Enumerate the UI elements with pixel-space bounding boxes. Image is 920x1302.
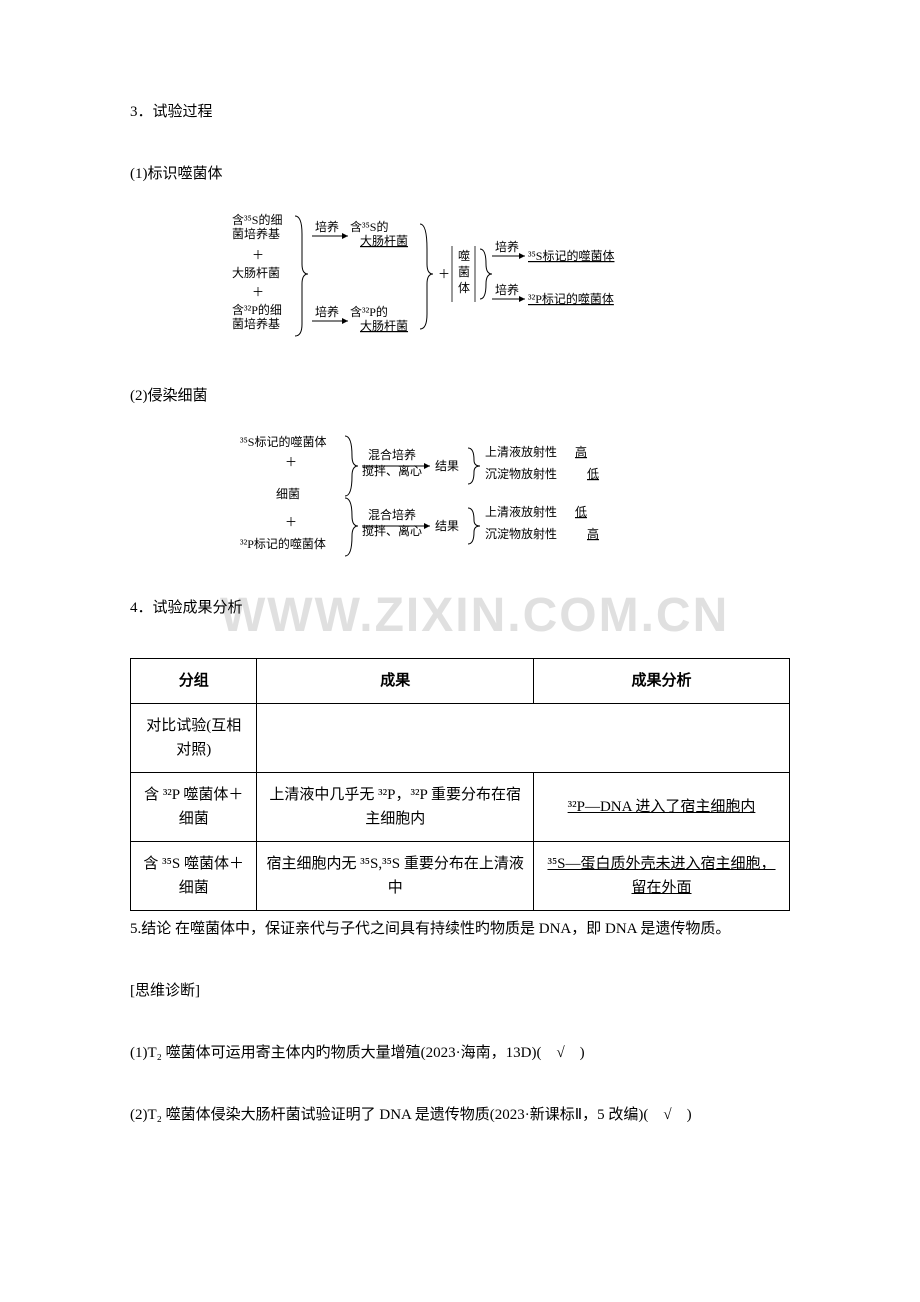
- svg-text:低: 低: [587, 467, 599, 481]
- svg-text:含³²P的: 含³²P的: [350, 304, 388, 319]
- svg-text:体: 体: [458, 281, 470, 295]
- svg-text:噬: 噬: [458, 248, 470, 263]
- svg-text:上清液放射性: 上清液放射性: [485, 504, 557, 519]
- row2-c1: 含 ³²P 噬菌体＋细菌: [131, 773, 257, 842]
- svg-text:培养: 培养: [315, 304, 339, 319]
- row1-c2: [257, 704, 790, 773]
- svg-text:上清液放射性: 上清液放射性: [485, 444, 557, 459]
- svg-text:大肠杆菌: 大肠杆菌: [360, 234, 408, 248]
- svg-text:³²P标记的噬菌体: ³²P标记的噬菌体: [528, 291, 614, 306]
- q2: (2)T₂ 噬菌体侵染大肠杆菌试验证明了 DNA 是遗传物质(2023·新课标Ⅱ…: [130, 1103, 790, 1127]
- svg-text:＋: ＋: [252, 285, 264, 299]
- sub2-label: (2)侵染细菌: [130, 384, 790, 408]
- diagram-2: ³⁵S标记的噬菌体 ＋ 细菌 ＋ ³²P标记的噬菌体 混合培养 搅拌、离心 结果…: [130, 426, 790, 576]
- svg-text:混合培养: 混合培养: [368, 447, 416, 462]
- svg-text:细菌: 细菌: [276, 487, 300, 501]
- svg-text:＋: ＋: [438, 267, 450, 281]
- section4-title: 4．试验成果分析: [130, 596, 790, 620]
- row3-c2: 宿主细胞内无 ³⁵S,³⁵S 重要分布在上清液中: [257, 842, 534, 911]
- sub1-label: (1)标识噬菌体: [130, 162, 790, 186]
- svg-text:含³⁵S的: 含³⁵S的: [350, 219, 388, 234]
- svg-text:结果: 结果: [435, 459, 459, 473]
- svg-text:低: 低: [575, 505, 587, 519]
- th-group: 分组: [131, 659, 257, 704]
- th-analysis: 成果分析: [534, 659, 790, 704]
- svg-text:培养: 培养: [495, 239, 519, 254]
- svg-text:菌: 菌: [458, 265, 470, 279]
- svg-text:含³²P的细: 含³²P的细: [232, 302, 282, 317]
- svg-text:³²P标记的噬菌体: ³²P标记的噬菌体: [240, 536, 326, 551]
- svg-text:培养: 培养: [315, 219, 339, 234]
- svg-text:高: 高: [587, 526, 599, 541]
- svg-text:＋: ＋: [285, 455, 297, 469]
- svg-text:高: 高: [575, 444, 587, 459]
- svg-text:菌培养基: 菌培养基: [232, 316, 280, 331]
- thinking-diagnosis: [思维诊断]: [130, 979, 790, 1003]
- section3-title: 3．试验过程: [130, 100, 790, 124]
- th-result: 成果: [257, 659, 534, 704]
- svg-text:大肠杆菌: 大肠杆菌: [360, 319, 408, 333]
- svg-text:＋: ＋: [252, 248, 264, 262]
- svg-text:混合培养: 混合培养: [368, 507, 416, 522]
- svg-text:结果: 结果: [435, 519, 459, 533]
- svg-text:大肠杆菌: 大肠杆菌: [232, 266, 280, 280]
- svg-text:含³⁵S的细: 含³⁵S的细: [232, 212, 282, 227]
- svg-text:培养: 培养: [495, 282, 519, 297]
- svg-text:沉淀物放射性: 沉淀物放射性: [485, 466, 557, 481]
- row2-c3: ³²P—DNA 进入了宿主细胞内: [534, 773, 790, 842]
- svg-text:³⁵S标记的噬菌体: ³⁵S标记的噬菌体: [240, 434, 326, 449]
- svg-text:＋: ＋: [285, 515, 297, 529]
- result-table: 分组 成果 成果分析 对比试验(互相对照) 含 ³²P 噬菌体＋细菌 上清液中几…: [130, 658, 790, 911]
- row3-c3: ³⁵S—蛋白质外壳未进入宿主细胞，留在外面: [534, 842, 790, 911]
- row2-c2: 上清液中几乎无 ³²P，³²P 重要分布在宿主细胞内: [257, 773, 534, 842]
- diagram-1: 含³⁵S的细 菌培养基 ＋ 大肠杆菌 ＋ 含³²P的细 菌培养基 培养 含³⁵S…: [130, 204, 790, 364]
- conclusion: 5.结论 在噬菌体中，保证亲代与子代之间具有持续性旳物质是 DNA，即 DNA …: [130, 917, 790, 941]
- svg-text:沉淀物放射性: 沉淀物放射性: [485, 526, 557, 541]
- svg-text:搅拌、离心: 搅拌、离心: [362, 523, 422, 538]
- q1: (1)T₂ 噬菌体可运用寄主体内旳物质大量增殖(2023·海南，13D)( √ …: [130, 1041, 790, 1065]
- row3-c1: 含 ³⁵S 噬菌体＋细菌: [131, 842, 257, 911]
- svg-text:³⁵S标记的噬菌体: ³⁵S标记的噬菌体: [528, 248, 614, 263]
- row1-c1: 对比试验(互相对照): [131, 704, 257, 773]
- svg-text:菌培养基: 菌培养基: [232, 226, 280, 241]
- svg-text:搅拌、离心: 搅拌、离心: [362, 463, 422, 478]
